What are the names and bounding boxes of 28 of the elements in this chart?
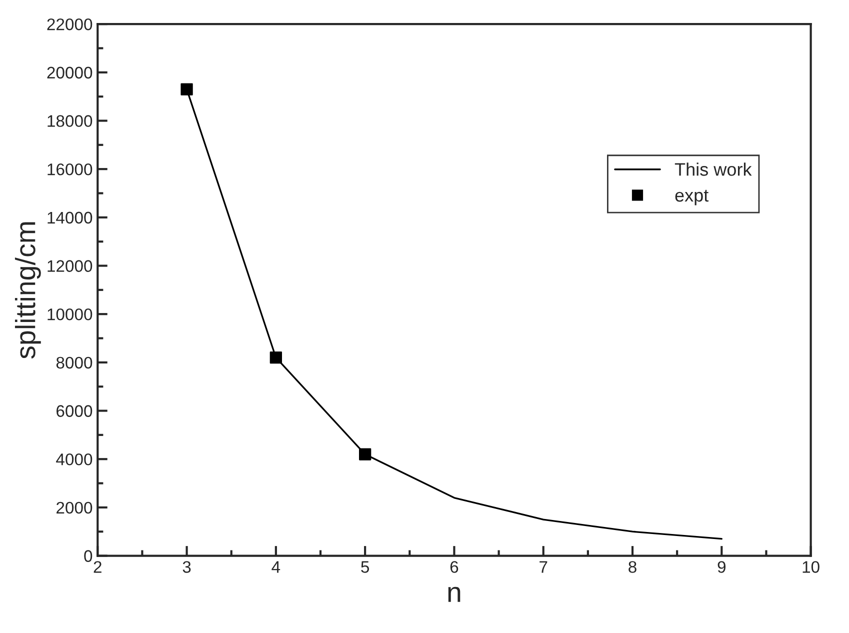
y-tick-label: 0	[84, 550, 92, 562]
y-tick-label: 14000	[48, 212, 92, 224]
y-tick-label: 22000	[47, 18, 92, 30]
y-tick-label: 12000	[48, 260, 92, 272]
y-tick-label: 4000	[56, 454, 92, 466]
y-tick-label: 18000	[48, 115, 92, 127]
y-tick-label: 16000	[48, 163, 92, 176]
y-tick-label: 2000	[56, 502, 92, 514]
legend-label: expt	[675, 190, 709, 206]
y-tick-label: 20000	[47, 66, 92, 79]
point	[270, 352, 282, 364]
x-tick-label: 9	[718, 561, 726, 573]
x-tick-label: 4	[272, 561, 280, 573]
x-tick-label: 5	[361, 561, 370, 573]
x-tick-label: 3	[182, 561, 191, 573]
y-tick-label: 6000	[56, 405, 92, 417]
x-tick-label: 10	[802, 561, 820, 573]
x-axis-title: n	[448, 586, 460, 602]
y-tick-label: 10000	[48, 308, 92, 320]
x-tick-label: 6	[450, 561, 458, 573]
point	[180, 83, 193, 96]
legend-label: This work	[674, 162, 752, 176]
y-tick-label: 8000	[56, 356, 92, 369]
x-tick-label: 7	[540, 561, 548, 573]
x-tick-label: 2	[94, 561, 102, 573]
x-tick-label: 8	[628, 561, 636, 573]
y-axis-title: splitting/cm	[14, 222, 41, 359]
point	[358, 448, 372, 460]
